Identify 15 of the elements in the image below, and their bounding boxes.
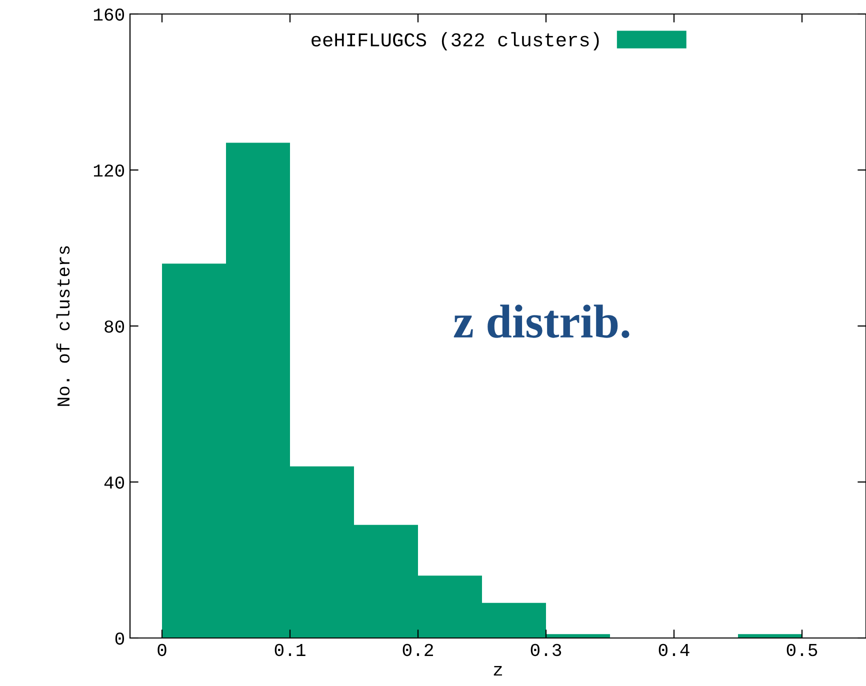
x-tick-label: 0.3 [530, 644, 562, 656]
x-tick-label: 0.4 [658, 644, 690, 656]
x-tick-label: 0.1 [274, 644, 306, 656]
legend-label: eeHIFLUGCS (322 clusters) [312, 32, 599, 50]
x-tick-label: 0.2 [402, 644, 433, 656]
y-tick-label: 80 [104, 320, 124, 333]
y-tick-label: 0 [115, 632, 124, 645]
y-axis-title: No. of clusters [56, 246, 70, 406]
x-tick-label: 0.5 [786, 644, 818, 656]
y-tick-label: 160 [94, 8, 124, 21]
y-tick-label: 120 [94, 164, 124, 177]
annotation: z distrib. [454, 304, 630, 338]
y-tick-label: 40 [104, 476, 124, 489]
x-tick-label: 0 [158, 644, 166, 656]
x-axis-title: z [494, 666, 502, 676]
